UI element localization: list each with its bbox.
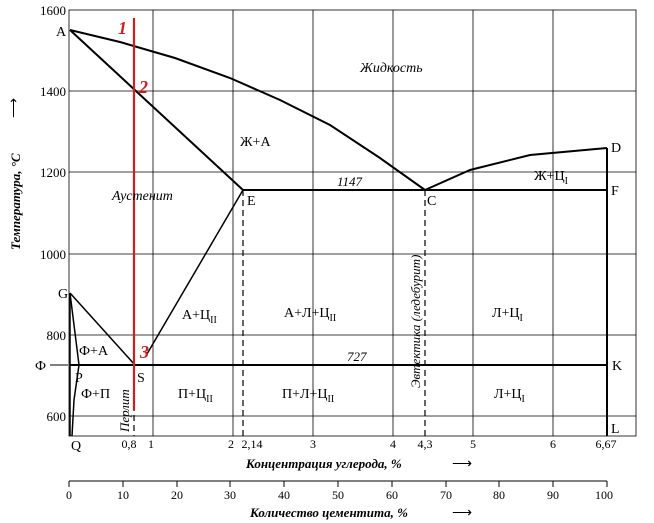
region-ferrite-pearlite: Ф+П [81,387,110,402]
region-labels: Жидкость Ж+А Аустенит Ж+ЦI Ф+А А+ЦII А+Л… [79,61,568,405]
region-liquid-cem1-subscript: I [565,176,568,187]
region-liquid-austenite: Ж+А [240,135,271,150]
x-tick: 1 [148,437,154,451]
x2-tick: 100 [595,488,613,502]
region-austenite-cem2: А+ЦII [182,308,217,326]
label-727: 727 [347,349,367,364]
grid [68,9,637,437]
region-pearlite-cem2-label: П+Ц [178,387,206,402]
x-tick: 6,67 [596,437,617,451]
x2-tick: 20 [171,488,183,502]
region-led-cem1-lower: Л+ЦI [494,387,525,405]
region-liquid-cem1-label: Ж+Ц [534,169,565,184]
region-led-cem1-upper: Л+ЦI [492,306,523,324]
label-pearlite: Перлит [117,389,132,433]
point-G: G [58,287,68,302]
line-GP [69,292,80,366]
point-S: S [137,371,145,386]
x2-tick: 70 [440,488,452,502]
marker-2: 2 [138,77,148,97]
x-axis2-line [68,480,608,487]
region-austenite-led-cem2: А+Л+ЦII [284,306,336,324]
region-liquid: Жидкость [359,61,423,76]
region-pearlite-cem2-subscript: II [206,394,213,405]
region-led-cem1-lower-label: Л+Ц [494,387,522,402]
region-led-cem1-upper-subscript: I [520,313,523,324]
liquidus-AC [69,29,426,191]
point-phi: Ф [35,359,46,374]
x-tick: 6 [550,437,556,451]
x2-tick: 30 [224,488,236,502]
point-F: F [611,184,619,199]
y-tick: 800 [47,328,67,343]
x2-tick: 50 [332,488,344,502]
x2-tick: 0 [66,488,72,502]
x-axis2-arrow: ⟶ [452,506,472,521]
point-L: L [611,422,620,437]
region-ferrite-austenite: Ф+А [79,344,109,359]
label-1147: 1147 [337,174,363,189]
x2-tick: 80 [493,488,505,502]
marker-1: 1 [118,18,127,38]
x2-ticks: 0 10 20 30 40 50 60 70 80 90 100 [66,488,613,502]
x-ticks: 0,8 1 2 2,14 3 4 4,3 5 6 6,67 [122,437,617,451]
y-tick: 1000 [40,247,66,262]
y-tick: 1400 [40,84,66,99]
x2-tick: 10 [117,488,129,502]
region-austenite-led-cem2-label: А+Л+Ц [284,306,330,321]
region-pearlite-cem2: П+ЦII [178,387,213,405]
y-axis-title: Температура, °С [8,153,23,250]
y-ticks: 1600 1400 1200 1000 800 600 [40,3,66,424]
region-pearlite-led-cem2-label: П+Л+Ц [282,387,328,402]
x-tick: 0,8 [122,437,137,451]
point-labels: A D E C F G P S K Q L Ф [35,25,622,454]
region-pearlite-led-cem2-subscript: II [328,394,335,405]
acm-line-ES [146,189,244,355]
point-K: K [612,359,622,374]
x-axis-arrow: ⟶ [452,457,472,472]
x2-tick: 40 [278,488,290,502]
liquidus-CD [424,147,608,191]
point-E: E [247,194,256,209]
point-Q: Q [71,439,81,454]
region-austenite-led-cem2-subscript: II [330,313,337,324]
x-tick: 4 [390,437,396,451]
x-axis2-title: Количество цементита, % [249,505,408,520]
x-tick: 4,3 [418,437,433,451]
x-tick: 3 [310,437,316,451]
solidus-AE [69,29,244,191]
x-tick: 2 [228,437,234,451]
y-tick: 1600 [40,3,66,18]
region-austenite-cem2-subscript: II [210,315,217,326]
region-liquid-cem1: Ж+ЦI [534,169,568,187]
point-C: C [427,194,436,209]
y-axis-arrow: ⟶ [7,98,22,118]
region-led-cem1-lower-subscript: I [522,394,525,405]
region-austenite-cem2-label: А+Ц [182,308,210,323]
point-A: A [56,25,67,40]
solvus-PQ [71,364,80,437]
label-eutectic: Эвтектика (ледебурит) [408,255,423,388]
y-tick: 1200 [40,165,66,180]
x-tick: 5 [470,437,476,451]
x-tick: 2,14 [242,437,263,451]
a3-line-GS [69,292,136,366]
x2-tick: 60 [386,488,398,502]
marker-3: 3 [139,342,149,362]
region-pearlite-led-cem2: П+Л+ЦII [282,387,334,405]
x-axis-title: Концентрация углерода, % [245,456,402,471]
region-led-cem1-upper-label: Л+Ц [492,306,520,321]
y-tick: 600 [47,409,67,424]
x2-tick: 90 [547,488,559,502]
point-P: P [75,371,83,386]
region-austenite: Аустенит [111,189,173,204]
point-D: D [611,141,621,156]
phase-lines [69,29,608,437]
plot-frame [68,9,637,437]
